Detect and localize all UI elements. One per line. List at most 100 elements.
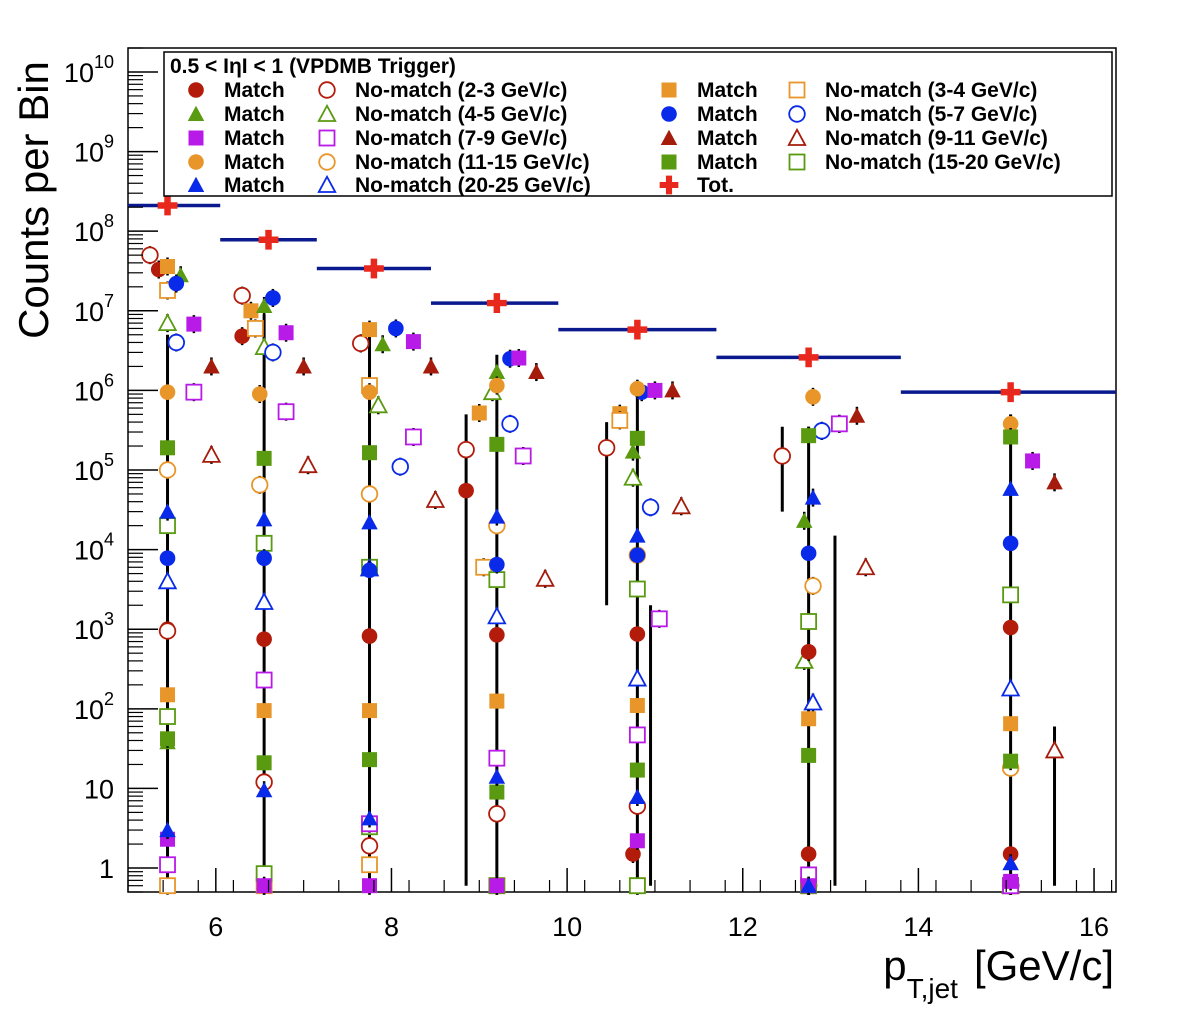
data-point-n57 xyxy=(264,343,282,362)
data-point-n23 xyxy=(597,439,616,457)
legend-marker-m911 xyxy=(660,129,678,146)
data-point-m1520 xyxy=(362,445,378,461)
legend-marker-m23 xyxy=(188,82,204,98)
y-tick-label: 104 xyxy=(74,530,114,566)
data-point-m79 xyxy=(629,833,645,849)
x-axis-title-unit: [GeV/c] xyxy=(974,942,1114,989)
y-tick-label: 1 xyxy=(99,854,114,884)
data-point-m34 xyxy=(629,698,645,714)
x-axis-title-sub: T,jet xyxy=(907,973,959,1004)
data-point-m1520 xyxy=(801,747,817,763)
data-point-m2025 xyxy=(629,788,646,805)
data-point-m79 xyxy=(647,382,663,398)
data-point-n79 xyxy=(514,447,532,465)
legend-marker-n2025 xyxy=(317,174,337,193)
legend-label-n57: No-match (5-7 GeV/c) xyxy=(825,103,1037,126)
data-point-n34 xyxy=(611,411,629,429)
data-point-m57 xyxy=(629,547,646,564)
data-point-n23 xyxy=(233,286,251,305)
data-point-n911 xyxy=(535,568,555,587)
data-point-m2025 xyxy=(488,768,506,784)
data-point-m2025 xyxy=(629,527,646,543)
legend-label-n45: No-match (4-5 GeV/c) xyxy=(355,103,567,126)
legend-label-m45: Match xyxy=(224,103,285,126)
legend-label-n34: No-match (3-4 GeV/c) xyxy=(825,79,1037,102)
data-point-n1115 xyxy=(360,485,379,503)
data-point-n57 xyxy=(641,498,660,516)
data-point-n23 xyxy=(773,447,791,465)
y-tick-mantissa: 10 xyxy=(74,297,104,327)
data-point-m1520 xyxy=(801,428,817,444)
y-tick-mantissa: 10 xyxy=(74,138,104,168)
y-tick-exponent: 5 xyxy=(104,450,114,470)
data-point-m1115 xyxy=(805,389,821,405)
data-point-n2025 xyxy=(487,606,507,625)
data-point-m1115 xyxy=(489,377,505,394)
data-point-m23 xyxy=(800,644,817,660)
y-tick-label: 105 xyxy=(74,450,114,486)
data-point-m34 xyxy=(160,259,176,274)
y-tick-mantissa: 10 xyxy=(74,615,104,645)
data-point-n1520 xyxy=(1002,586,1020,604)
legend-marker-m45 xyxy=(187,105,205,122)
data-point-m911 xyxy=(1046,474,1063,490)
data-point-m79 xyxy=(405,334,421,350)
data-point-tot xyxy=(258,229,279,250)
data-point-n57 xyxy=(813,422,831,440)
data-point-n1115 xyxy=(804,577,822,595)
legend-label-m1520: Match xyxy=(697,151,758,174)
data-point-m1520 xyxy=(489,784,505,800)
data-point-n79 xyxy=(277,403,295,421)
data-point-m45 xyxy=(255,297,273,313)
data-point-m57 xyxy=(159,550,176,566)
legend-label-m79: Match xyxy=(224,127,285,150)
data-point-m1520 xyxy=(1003,753,1019,769)
data-point-m79 xyxy=(1025,453,1041,469)
y-tick-exponent: 8 xyxy=(104,211,114,231)
legend-marker-n79 xyxy=(318,129,336,147)
data-points xyxy=(141,195,1065,895)
data-point-m23 xyxy=(800,846,817,862)
legend-label-m23: Match xyxy=(224,79,285,102)
data-point-m1115 xyxy=(361,384,378,400)
data-point-n911 xyxy=(855,557,876,576)
data-point-n79 xyxy=(488,749,506,767)
x-tick-label: 16 xyxy=(1079,912,1109,942)
data-point-n45 xyxy=(368,395,389,414)
y-tick-exponent: 4 xyxy=(104,530,114,550)
y-tick-label: 109 xyxy=(74,132,114,168)
data-point-n45 xyxy=(157,312,178,332)
data-point-tot xyxy=(486,293,507,313)
data-point-m911 xyxy=(203,358,220,374)
data-point-m45 xyxy=(374,335,391,352)
data-point-m23 xyxy=(489,627,505,643)
data-point-n79 xyxy=(185,383,203,401)
data-point-m2025 xyxy=(361,810,378,826)
data-point-n2025 xyxy=(157,571,178,590)
data-point-n23 xyxy=(488,805,506,823)
legend: 0.5 < IηI < 1 (VPDMB Trigger)Match No-mat… xyxy=(163,51,1113,197)
data-point-m79 xyxy=(1003,873,1019,889)
data-point-m1115 xyxy=(629,380,646,397)
data-point-tot xyxy=(157,195,178,216)
y-tick-mantissa: 10 xyxy=(74,376,104,406)
data-point-m45 xyxy=(488,363,506,380)
y-tick-exponent: 2 xyxy=(104,689,114,709)
legend-marker-n34 xyxy=(788,81,806,99)
data-point-n2025 xyxy=(254,591,274,610)
legend-marker-m57 xyxy=(661,106,677,122)
data-point-n79 xyxy=(830,415,848,433)
data-point-m2025 xyxy=(159,503,176,519)
data-point-m2025 xyxy=(1002,854,1019,871)
data-point-n79 xyxy=(159,856,176,874)
data-point-m79 xyxy=(186,316,202,332)
legend-marker-m34 xyxy=(661,82,677,98)
data-point-tot xyxy=(364,258,384,279)
y-tick-label: 10 xyxy=(84,774,114,804)
data-point-m57 xyxy=(800,545,817,562)
data-point-m2025 xyxy=(1002,480,1019,496)
data-point-n1115 xyxy=(158,461,177,479)
legend-marker-n23 xyxy=(318,81,336,99)
data-point-n79 xyxy=(650,610,668,628)
